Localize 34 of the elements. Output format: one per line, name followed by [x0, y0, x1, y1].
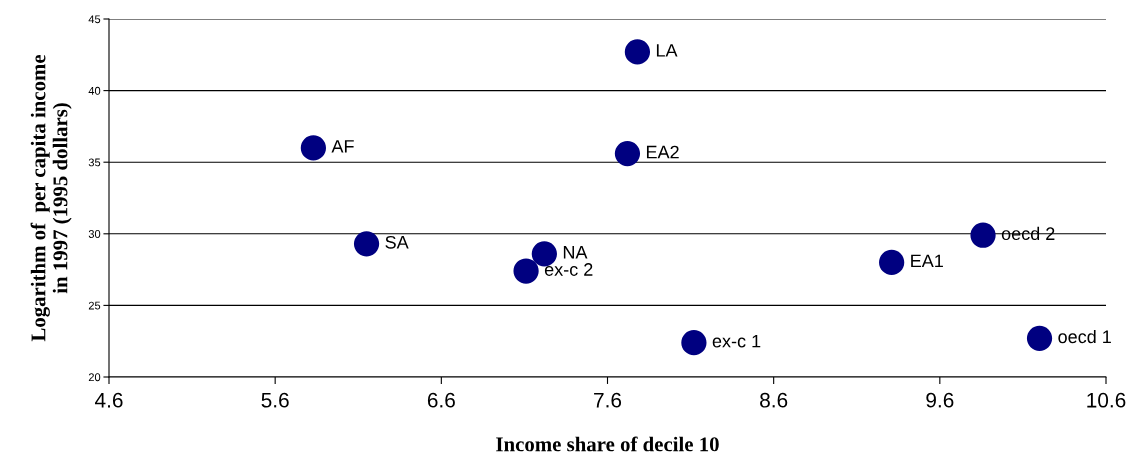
y-tick-label: 40 [88, 86, 101, 95]
point [353, 231, 380, 257]
annotation: ex-c 1 [712, 334, 761, 348]
point [879, 249, 905, 276]
annotation: SA [385, 235, 409, 249]
annotation: NA [563, 246, 588, 259]
point [531, 241, 557, 267]
annotation: EA2 [646, 145, 679, 159]
x-tick-label: 5.6 [261, 392, 289, 408]
annotation: oecd 1 [1058, 329, 1111, 344]
y-tick-label: 30 [88, 230, 101, 238]
annotation: ex-c 2 [544, 263, 593, 276]
y-tick-label: 20 [88, 373, 101, 382]
point [624, 39, 651, 65]
x-tick-label: 10.6 [1087, 392, 1126, 408]
y-tick-label: 25 [88, 301, 101, 310]
x-tick-label: 9.6 [926, 392, 954, 408]
x-axis-title: Income share of decile 10 [496, 436, 719, 452]
x-tick-label: 7.6 [594, 392, 622, 408]
x-tick-label: 6.6 [427, 392, 455, 408]
point [614, 140, 641, 167]
y-tick-label: 35 [88, 158, 101, 167]
point [300, 135, 326, 161]
x-tick-label: 8.6 [760, 392, 788, 408]
x-tick-label: 4.6 [95, 392, 123, 408]
annotation: AF [331, 140, 354, 153]
point [970, 222, 996, 248]
y-axis-title: Logarithm of per capita income in 1997 (1995 dollars) [30, 54, 72, 342]
annotation: LA [656, 44, 678, 57]
point [681, 330, 707, 356]
point [1026, 325, 1053, 351]
annotation: EA1 [911, 254, 943, 268]
point [513, 258, 539, 284]
y-tick-label: 45 [88, 15, 101, 24]
